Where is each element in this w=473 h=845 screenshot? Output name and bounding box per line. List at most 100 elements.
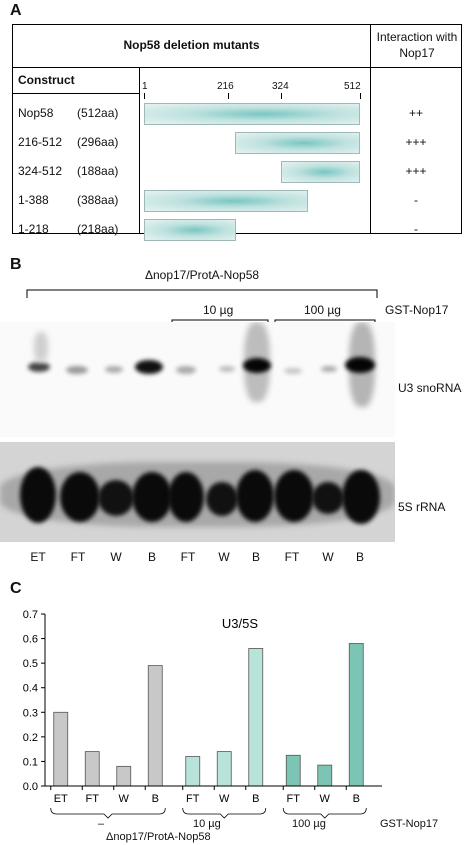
gel-lane-label: W — [322, 550, 334, 564]
bar-et — [53, 711, 69, 787]
bar-b — [248, 648, 264, 787]
y-tick-label: 0.5 — [23, 658, 38, 670]
group-brace — [50, 807, 166, 819]
y-tick-label: 0.3 — [23, 707, 38, 719]
construct-bar — [280, 161, 360, 183]
rrna-band-ft — [60, 472, 100, 522]
x-category-label: B — [152, 793, 159, 805]
table-title: Nop58 deletion mutants — [123, 38, 260, 52]
bar-b — [348, 643, 364, 787]
chart-dose-10: 10 µg — [193, 818, 221, 830]
u3-band-w — [105, 366, 123, 373]
construct-name: Nop58 — [18, 106, 54, 120]
construct-name: 1-218 — [18, 222, 49, 236]
interaction-value: +++ — [405, 164, 427, 178]
scale-tick-1: 1 — [142, 81, 148, 92]
y-tick-label: 0.7 — [23, 609, 38, 621]
y-axis: 0.0 0.1 0.2 0.3 0.4 0.5 0.6 0.7 — [23, 609, 46, 793]
x-axis: ET FT W B FT W B FT W B — [45, 785, 382, 819]
bar-w — [317, 764, 333, 787]
construct-bar — [234, 132, 360, 154]
gel-dose-100: 100 µg — [304, 303, 341, 317]
y-tick-label: 0.1 — [23, 756, 38, 768]
chart-title: U3/5S — [222, 616, 258, 631]
construct-name: 324-512 — [18, 164, 63, 178]
x-category-label: B — [252, 793, 259, 805]
u3-band-b-100 — [345, 357, 375, 373]
rrna-band-b-10 — [236, 470, 274, 522]
u3-band-w-100 — [321, 366, 337, 372]
bar-ft — [84, 751, 100, 787]
interaction-header: Interaction with Nop17 — [376, 30, 458, 60]
panel-b-letter: B — [10, 256, 22, 273]
gel-lane-label: B — [147, 550, 156, 564]
rrna-band-w-10 — [206, 482, 238, 516]
y-tick-label: 0.2 — [23, 732, 38, 744]
u3-band-b — [135, 360, 163, 374]
bar-ft — [185, 756, 201, 787]
y-tick-label: 0.0 — [23, 781, 38, 793]
gel-dose-10: 10 µg — [203, 303, 234, 317]
gel-lane-label: B — [355, 550, 364, 564]
bar-w — [116, 765, 132, 787]
rrna-band-w — [98, 480, 134, 516]
scale-tick-mark-324 — [281, 93, 282, 99]
rrna-band-b-100 — [342, 470, 380, 524]
u3-5s-bar-chart: 0.00.10.20.30.40.50.60.7 ET FT W B FT W B FT W B … — [23, 609, 382, 819]
bar-w — [216, 751, 232, 787]
construct-bar — [144, 219, 236, 241]
construct-size: (512aa) — [77, 106, 119, 120]
gel-lane-label: FT — [284, 550, 300, 564]
u3-band-w-10 — [219, 366, 235, 372]
scale-tick-216: 216 — [217, 81, 234, 92]
gel-lane-label: B — [251, 550, 260, 564]
x-category-label: FT — [287, 793, 301, 805]
gel-lane-label: FT — [180, 550, 196, 564]
x-category-label: B — [353, 793, 360, 805]
gel-strain-label: Δnop17/ProtA-Nop58 — [144, 268, 260, 282]
construct-size: (296aa) — [77, 135, 119, 149]
construct-size: (188aa) — [77, 164, 119, 178]
u3-band-ft-100 — [284, 368, 302, 374]
rrna-band-ft-100 — [274, 470, 314, 522]
construct-header: Construct — [18, 73, 75, 87]
construct-bar — [144, 103, 360, 125]
y-tick-label: 0.4 — [23, 683, 38, 695]
gel-lane-label: FT — [70, 550, 86, 564]
panel-c-letter: C — [10, 580, 22, 597]
interaction-value: - — [414, 222, 418, 236]
scale-tick-mark-512 — [360, 93, 361, 99]
chart-dash-label: – — [98, 818, 105, 830]
rrna-band-w-100 — [312, 482, 344, 514]
x-category-label: FT — [186, 793, 200, 805]
rrna-5s-label: 5S rRNA — [398, 500, 446, 514]
u3-snorna-label: U3 snoRNA — [398, 381, 462, 395]
table-header-divider — [13, 67, 461, 68]
panel-a-letter: A — [10, 2, 22, 19]
construct-header-divider — [13, 93, 139, 94]
interaction-value: - — [414, 193, 418, 207]
rrna-band-b — [132, 472, 172, 522]
bars — [53, 643, 364, 787]
scale-tick-mark-216 — [228, 93, 229, 99]
chart-gst-label: GST-Nop17 — [380, 818, 439, 830]
x-category-label: W — [119, 793, 130, 805]
u3-band-b-10 — [243, 358, 271, 373]
chart-dose-100: 100 µg — [292, 818, 326, 830]
interaction-column-divider — [370, 25, 371, 233]
strain-bracket — [26, 289, 378, 298]
construct-name: 1-388 — [18, 193, 49, 207]
construct-name: 216-512 — [18, 135, 63, 149]
u3-band-et — [28, 362, 50, 372]
rrna-band-et — [20, 467, 56, 523]
gel-gst-label: GST-Nop17 — [385, 303, 449, 317]
bar-ft — [285, 754, 301, 787]
u3-smear-et — [34, 332, 48, 362]
bar-b — [147, 665, 163, 787]
u3-band-ft — [66, 366, 88, 374]
construct-column-divider — [139, 67, 140, 233]
northern-blot-image — [0, 322, 395, 547]
u3-blot-background — [0, 322, 395, 437]
interaction-value: +++ — [405, 135, 427, 149]
scale-tick-512: 512 — [344, 81, 361, 92]
